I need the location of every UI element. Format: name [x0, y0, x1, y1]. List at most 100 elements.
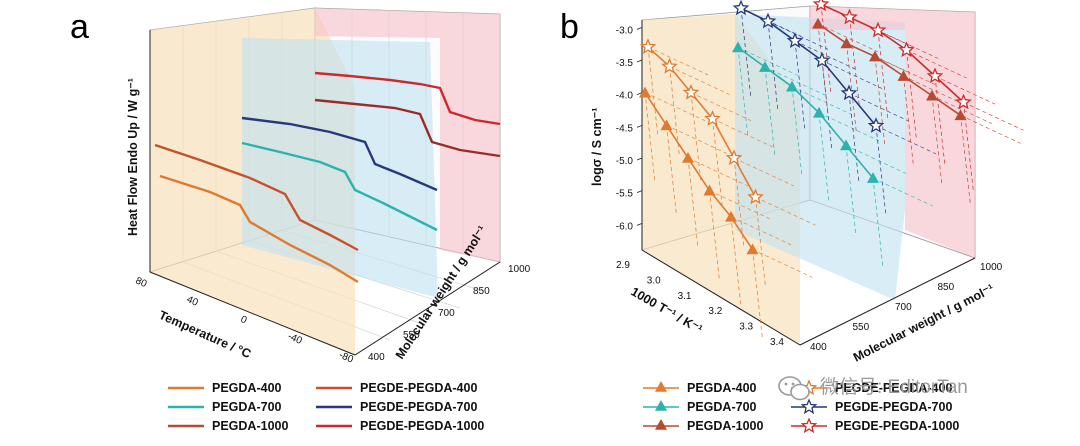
wechat-icon — [778, 376, 810, 401]
z-tick-label: 1000 — [980, 262, 1003, 273]
y-tick-label: -4.0 — [616, 91, 634, 102]
panel-b: b -3.0 -3.5 -4.0 -4.5 -5.0 -5.5 -6.0 2.9 3.0 3.1… — [560, 0, 1024, 434]
curve-pegde-pegda-700 — [241, 116, 438, 192]
drop-line — [877, 30, 889, 121]
curve-pegdе-pegda-1000 — [314, 71, 501, 126]
triangle-marker — [954, 109, 967, 121]
y-tick — [636, 59, 643, 63]
drop-line — [845, 145, 857, 236]
panel-a-letter: a — [70, 8, 89, 46]
star-marker — [812, 0, 830, 12]
legend-item: PEGDE-PEGDA-1000 — [316, 419, 484, 433]
star-marker — [759, 12, 777, 29]
triangle-marker — [639, 86, 651, 98]
plane-mw-700 — [735, 14, 905, 300]
x-tick-label: 3.0 — [647, 275, 661, 286]
curve-pegda-400 — [159, 174, 359, 284]
triangle-marker — [869, 50, 881, 62]
watermark-text: 微信号: EditorTan — [820, 376, 968, 398]
triangle-marker — [840, 139, 852, 151]
curve-pegda-1000 — [314, 98, 501, 158]
x-axis-title: Temperature / °C — [157, 308, 253, 361]
legend-item: PEGDA-1000 — [643, 419, 763, 433]
plane-mw-1000 — [315, 8, 500, 262]
y-tick — [636, 26, 643, 30]
drop-line — [931, 95, 943, 186]
legend-item: PEGDA-400 — [643, 381, 757, 395]
star-marker — [867, 117, 885, 133]
x-axis — [149, 271, 356, 356]
x-tick-label: 3.1 — [678, 291, 692, 302]
series-line — [647, 46, 757, 198]
drop-line — [690, 92, 702, 183]
star-marker — [800, 417, 818, 434]
legend-item: PEGDA-1000 — [168, 419, 288, 433]
z-tick-label: 400 — [810, 342, 827, 353]
y-tick — [636, 92, 643, 96]
drop-line — [737, 47, 749, 138]
drop-line — [733, 157, 745, 249]
drop-line — [712, 118, 723, 209]
star-marker — [800, 398, 818, 415]
triangle-marker — [840, 37, 853, 49]
legend-item: PEGDA-400 — [168, 381, 282, 395]
legend-item: PEGDA-700 — [168, 400, 282, 414]
star-marker — [682, 84, 700, 100]
legend-item: PEGDE-PEGDA-700 — [316, 400, 477, 414]
legend-label: PEGDE-PEGDA-400 — [835, 381, 952, 395]
legend-item: PEGDE-PEGDA-700 — [791, 398, 952, 415]
x-tick-label: 2.9 — [616, 260, 630, 271]
plane-mw-700 — [242, 38, 438, 298]
drop-line — [960, 115, 971, 206]
z-tick-label: 850 — [938, 282, 955, 293]
y-tick — [636, 222, 643, 226]
series-pegde-pegda-1000 — [812, 0, 972, 110]
z-tick-label: 850 — [473, 286, 490, 297]
drop-line — [666, 125, 677, 216]
star-marker — [955, 93, 972, 110]
legend-label: PEGDE-PEGDA-700 — [360, 400, 477, 414]
y-axis-title: logσ / S cm⁻¹ — [590, 108, 604, 186]
z-tick-label: 400 — [368, 352, 385, 363]
series-pegde-pegda-700 — [732, 0, 885, 133]
drop-line — [818, 112, 830, 203]
drop-line — [752, 249, 763, 340]
star-marker — [639, 38, 657, 54]
star-marker — [840, 84, 858, 101]
drop-line — [820, 4, 832, 95]
x-tick-label: 3.4 — [770, 337, 784, 348]
triangle-marker — [867, 172, 879, 183]
z-tick-labels: 400 550 700 850 1000 — [810, 262, 1003, 353]
star-marker — [661, 57, 678, 74]
legend-label: PEGDA-1000 — [687, 419, 763, 433]
triangle-marker — [660, 119, 673, 131]
z-tick-labels: 400 550 700 850 1000 — [368, 264, 531, 363]
triangle-marker — [812, 17, 824, 29]
drop-line — [963, 102, 974, 193]
star-marker — [898, 41, 915, 58]
legend-a: PEGDA-400 PEGDE-PEGDA-400 PEGDA-700 PEGDE-P… — [168, 381, 484, 433]
drop-line — [669, 66, 680, 157]
curve-pegda-700 — [241, 141, 438, 232]
drop-line — [817, 23, 829, 114]
star-marker — [869, 21, 887, 38]
legend-label: PEGDA-400 — [687, 381, 757, 395]
star-marker — [747, 188, 764, 205]
legend-label: PEGDE-PEGDA-1000 — [360, 419, 484, 433]
legend-label: PEGDE-PEGDA-400 — [360, 381, 477, 395]
legend-b: PEGDA-400 PEGDE-PEGDA-400 PEGDA-700 PEGDE-P… — [643, 379, 959, 434]
triangle-marker — [682, 152, 694, 163]
drop-line — [872, 178, 884, 269]
x-tick-label: 80 — [134, 275, 149, 290]
star-marker — [704, 110, 721, 126]
x-tick-labels: 2.9 3.0 3.1 3.2 3.3 3.4 — [616, 260, 784, 348]
y-tick-label: -4.5 — [616, 123, 634, 134]
z-axis — [799, 257, 976, 346]
triangle-marker — [786, 80, 798, 92]
triangle-marker — [732, 41, 744, 53]
triangle-marker — [655, 419, 667, 430]
triangle-marker — [759, 61, 771, 72]
star-marker — [841, 8, 858, 25]
